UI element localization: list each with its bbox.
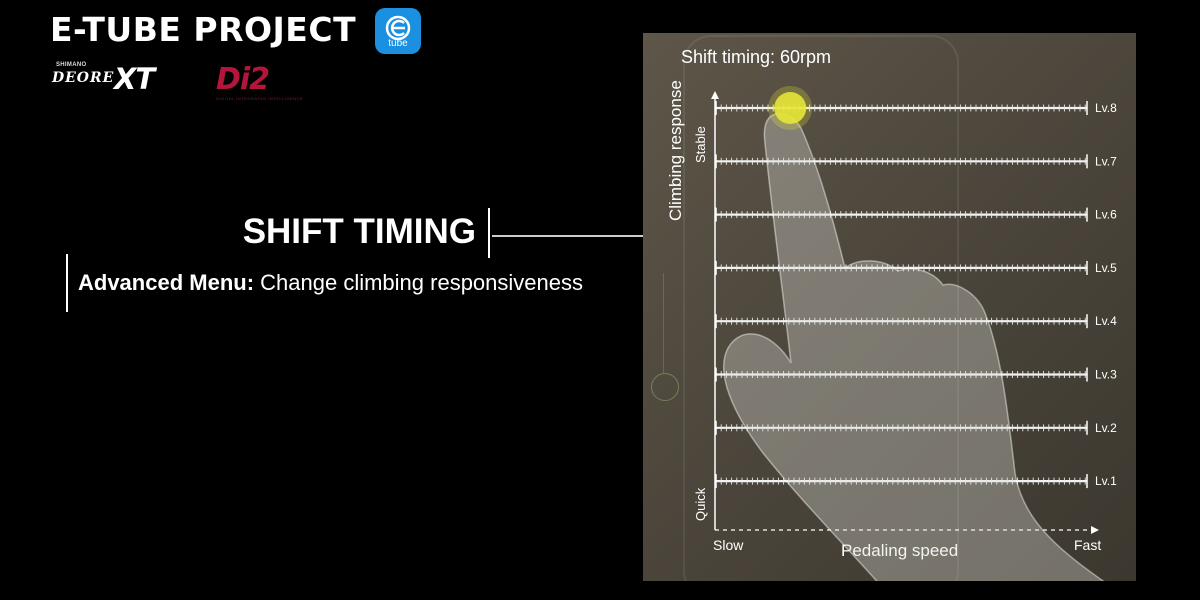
level-label: Lv.4 xyxy=(1095,314,1117,328)
level-rail[interactable] xyxy=(715,260,1088,275)
subtitle-divider xyxy=(66,254,68,312)
level-selector-knob[interactable] xyxy=(774,92,807,124)
level-label: Lv.7 xyxy=(1095,154,1117,168)
level-label: Lv.3 xyxy=(1095,368,1117,382)
deore-xt-di2-logo: SHIMANO DEORE XT Di2 DIGITAL INTEGRATED … xyxy=(52,62,312,106)
subtitle-bold: Advanced Menu: xyxy=(78,270,255,295)
level-rail[interactable] xyxy=(715,367,1088,382)
level-chart: Lv.8 Lv.7 Lv.6 Lv.5 Lv.4 Lv.3 Lv.2 Lv.1 xyxy=(711,86,1117,581)
feature-subtitle: Advanced Menu: Change climbing responsiv… xyxy=(78,270,583,296)
xt-wordmark: XT xyxy=(114,62,155,96)
x-axis-label: Pedaling speed xyxy=(841,541,958,561)
level-label: Lv.1 xyxy=(1095,474,1117,488)
level-label: Lv.8 xyxy=(1095,101,1117,115)
di2-tagline: DIGITAL INTEGRATED INTELLIGENCE xyxy=(216,96,304,101)
level-label: Lv.6 xyxy=(1095,208,1117,222)
e-tube-app-icon: tube xyxy=(375,8,421,54)
deore-wordmark: DEORE xyxy=(52,70,115,86)
side-circle-icon xyxy=(651,373,679,401)
finger-gesture-icon xyxy=(723,112,1105,581)
shift-timing-title: Shift timing: 60rpm xyxy=(681,47,832,67)
level-rail[interactable] xyxy=(715,474,1088,489)
subtitle-rest: Change climbing responsiveness xyxy=(254,270,583,295)
feature-headline: SHIFT TIMING xyxy=(242,212,476,251)
shift-timing-panel: Shift timing: 60rpm Climbing response St… xyxy=(643,33,1136,581)
app-title: E-TUBE PROJECT xyxy=(50,10,357,49)
level-label: Lv.5 xyxy=(1095,261,1117,275)
e-logo-icon xyxy=(385,15,411,40)
level-rail[interactable] xyxy=(715,154,1088,169)
level-rail[interactable] xyxy=(715,420,1088,435)
level-rail[interactable] xyxy=(715,314,1088,329)
x-axis-arrow-icon xyxy=(1091,526,1099,534)
y-axis-arrow-icon xyxy=(711,91,719,99)
x-axis-right-label: Fast xyxy=(1074,537,1102,553)
shimano-wordmark: SHIMANO xyxy=(56,62,87,68)
app-icon-label: tube xyxy=(388,37,408,49)
headline-divider xyxy=(488,208,490,258)
level-rail[interactable] xyxy=(715,207,1088,222)
headline-connector-line xyxy=(492,235,644,237)
phone-outline xyxy=(683,35,959,581)
side-line xyxy=(663,273,664,373)
x-axis-left-label: Slow xyxy=(713,537,744,553)
level-label: Lv.2 xyxy=(1095,421,1117,435)
di2-wordmark: Di2 xyxy=(216,62,270,97)
